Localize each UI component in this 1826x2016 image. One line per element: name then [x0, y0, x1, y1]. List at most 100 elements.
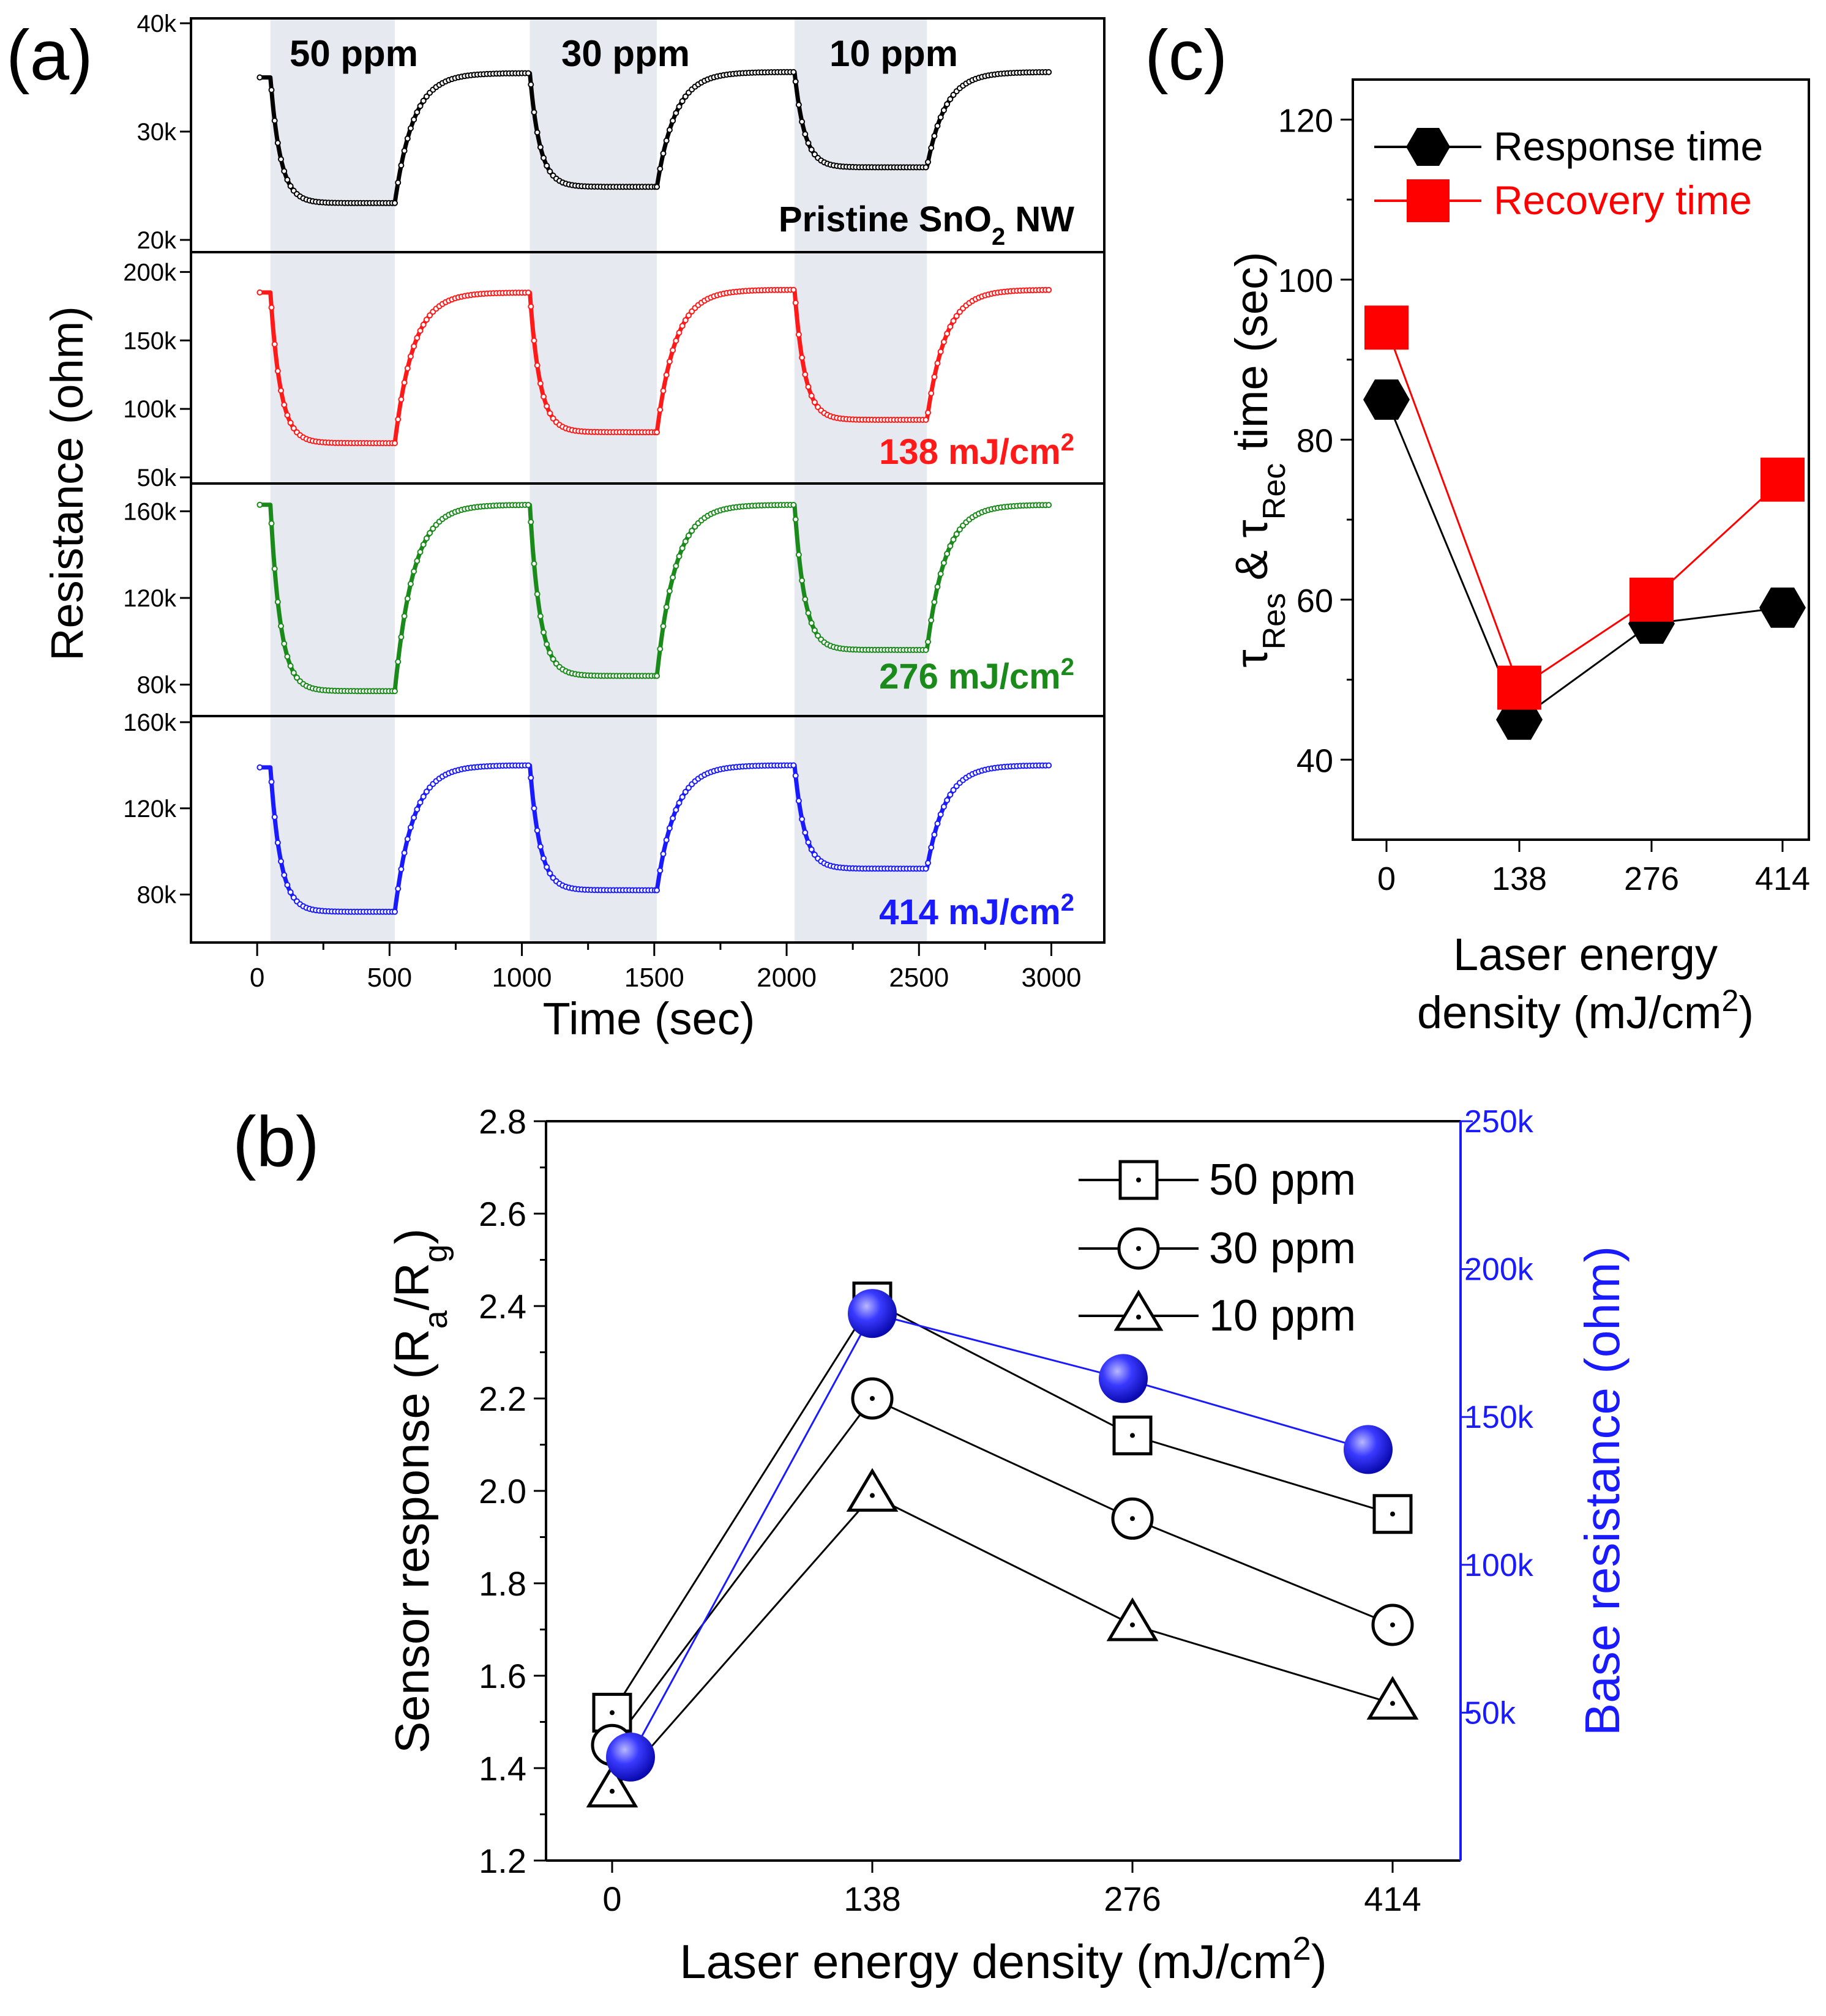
curve-point-0 — [802, 131, 809, 138]
panel-b-legend: 50 ppm 30 ppm 10 ppm — [1079, 1155, 1356, 1340]
curve-point-3 — [534, 827, 541, 834]
curve-point-1 — [420, 321, 427, 328]
curve-point-1 — [1046, 286, 1052, 293]
base-resistance-marker-0 — [606, 1732, 655, 1782]
curve-point-1 — [392, 440, 398, 447]
sample-label-pristine: Pristine SnO2 NW — [779, 200, 1074, 250]
curve-point-0 — [528, 81, 534, 88]
c-ytick-label-2: 80 — [1297, 422, 1333, 459]
curve-point-3 — [799, 816, 806, 823]
curve-point-0 — [531, 109, 537, 116]
a-xtick-label-2: 1000 — [492, 963, 552, 993]
curve-point-3 — [423, 788, 430, 795]
curve-point-2 — [805, 610, 812, 616]
legend-recovery-marker — [1407, 179, 1450, 222]
base-resistance-marker-2 — [1099, 1354, 1148, 1403]
curve-point-1 — [950, 318, 957, 324]
curve-point-2 — [657, 646, 664, 652]
curve-point-2 — [287, 663, 294, 669]
curve-point-2 — [686, 532, 692, 539]
curve-point-1 — [953, 313, 960, 319]
curve-point-0 — [401, 147, 408, 154]
curve-point-2 — [430, 525, 436, 532]
curve-point-2 — [414, 558, 421, 564]
curve-point-0 — [411, 116, 417, 123]
curve-point-3 — [256, 764, 263, 771]
curve-point-1 — [395, 416, 402, 423]
curve-point-1 — [940, 338, 947, 345]
panel-a-frame — [190, 17, 1106, 944]
curve-point-0 — [947, 96, 954, 102]
curve-point-1 — [398, 396, 405, 403]
curve-point-2 — [956, 526, 963, 533]
curve-point-1 — [411, 343, 417, 349]
curve-point-2 — [281, 640, 288, 647]
curve-point-2 — [666, 588, 673, 594]
curve-point-0 — [278, 156, 284, 163]
panel-a: (a) 0 500 1000 1500 2000 2500 3000 20k 30k 40k 50k… — [6, 10, 1106, 1044]
curve-point-1 — [811, 399, 818, 406]
curve-point-0 — [534, 129, 541, 136]
b-ytick-label-0: 1.2 — [479, 1842, 526, 1880]
curve-point-2 — [928, 617, 935, 624]
curve-point-3 — [679, 794, 686, 801]
curve-point-3 — [547, 870, 553, 876]
curve-point-3 — [790, 762, 797, 769]
marker-dot — [870, 1493, 875, 1498]
curve-point-2 — [1046, 502, 1052, 509]
marker-10ppm-2 — [1106, 1597, 1159, 1641]
base-resistance-line — [629, 1312, 1369, 1758]
curve-point-2 — [420, 541, 427, 548]
curve-point-3 — [925, 860, 931, 866]
curve-point-0 — [931, 133, 938, 140]
sample-label-138: 138 mJ/cm2 — [879, 429, 1074, 472]
a-ytick-label-2-1: 120k — [123, 585, 177, 612]
curve-point-3 — [811, 851, 818, 858]
curve-point-1 — [284, 412, 291, 419]
sample-label-276: 276 mJ/cm2 — [879, 654, 1074, 696]
b-ytick-label-2: 1.6 — [479, 1657, 526, 1695]
curve-point-3 — [950, 786, 957, 793]
curve-point-1 — [256, 289, 263, 296]
curve-point-2 — [679, 545, 686, 551]
curve-point-1 — [550, 415, 556, 422]
panel-b-plot — [586, 1281, 1419, 1808]
legend-10ppm-label: 10 ppm — [1209, 1291, 1356, 1340]
curve-point-1 — [544, 403, 550, 409]
curve-point-1 — [427, 312, 433, 319]
marker-10ppm-1 — [846, 1468, 899, 1512]
curve-point-2 — [274, 599, 281, 605]
curve-point-2 — [811, 627, 818, 633]
b-ytick-right-label-3: 200k — [1464, 1252, 1534, 1288]
curve-point-0 — [274, 140, 281, 146]
curve-point-1 — [274, 368, 281, 375]
a-ytick-label-2-2: 160k — [123, 498, 177, 525]
curve-point-1 — [922, 417, 929, 423]
curve-point-1 — [682, 317, 689, 324]
curve-point-1 — [547, 410, 553, 417]
curve-point-0 — [940, 107, 947, 114]
curve-point-2 — [953, 531, 960, 537]
curve-point-2 — [544, 641, 550, 648]
curve-point-0 — [670, 118, 676, 124]
panel-c-ticks: 40 60 80 100 120 0 138 276 414 — [1278, 102, 1810, 897]
curve-point-0 — [654, 184, 660, 190]
curve-point-3 — [670, 815, 676, 821]
curve-point-2 — [808, 620, 815, 626]
curve-point-1 — [654, 429, 660, 436]
b-ytick-label-8: 2.8 — [479, 1102, 526, 1141]
curve-point-1 — [805, 384, 812, 390]
curve-point-1 — [790, 286, 797, 293]
curve-point-2 — [284, 653, 291, 660]
c-xtick-label-1: 138 — [1492, 861, 1547, 897]
curve-point-2 — [676, 553, 683, 559]
curve-point-1 — [673, 337, 679, 344]
curve-point-0 — [666, 127, 673, 133]
a-ytick-label-0-2: 40k — [137, 10, 177, 37]
marker-dot — [1130, 1433, 1135, 1438]
b-ytick-label-5: 2.2 — [479, 1379, 526, 1418]
curve-point-2 — [541, 629, 547, 636]
a-ytick-label-3-0: 80k — [137, 882, 177, 909]
curve-point-2 — [401, 613, 408, 619]
